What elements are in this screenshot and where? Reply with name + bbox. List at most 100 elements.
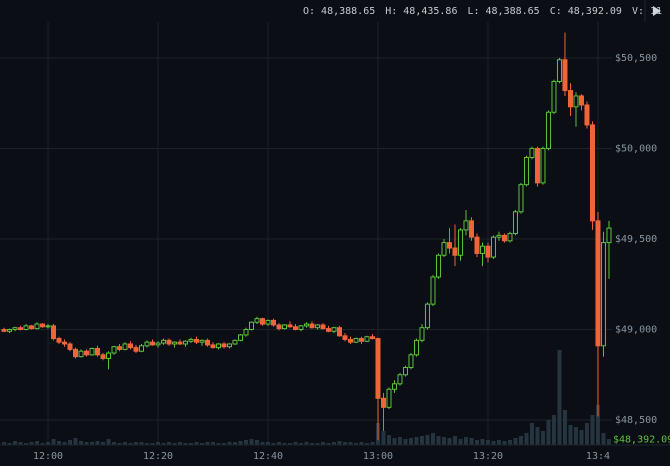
candle-body (29, 325, 35, 330)
header-label: L: (467, 6, 479, 17)
candle-body (457, 229, 463, 256)
volume-bar (134, 442, 139, 445)
candle-body (556, 59, 562, 82)
candle-body (95, 348, 101, 356)
volume-bar (430, 433, 435, 445)
volume-bar (403, 439, 408, 445)
candle-body (545, 111, 551, 149)
candle-body (298, 325, 304, 330)
volume-bar (337, 441, 342, 445)
candle-body (56, 338, 62, 343)
candle-body (353, 338, 359, 343)
candle-body (40, 323, 46, 328)
candle-body (122, 343, 128, 350)
candle-body (600, 242, 606, 347)
candle-body (194, 338, 200, 343)
volume-bar (320, 442, 325, 445)
volume-bar (145, 443, 150, 445)
volume-bar (7, 443, 12, 445)
candle-body (452, 247, 458, 256)
candle-body (205, 339, 211, 346)
candle-body (342, 335, 348, 340)
x-tick-label: 12:40 (253, 451, 283, 462)
candle-body (479, 245, 485, 254)
candle-body (534, 147, 540, 184)
volume-bar (513, 438, 518, 445)
candle-body (529, 147, 535, 159)
candle-body (144, 341, 150, 347)
candle-body (463, 220, 469, 231)
volume-bar (172, 443, 177, 445)
candle-body (139, 345, 145, 352)
header-label: H: (385, 6, 397, 17)
volume-bar (211, 442, 216, 445)
candle-body (595, 220, 601, 347)
volume-bar (298, 443, 303, 445)
candle-body (111, 346, 117, 354)
candle-body (150, 341, 156, 346)
candle-body (117, 346, 123, 350)
candle-body (292, 326, 298, 330)
volume-bar (359, 442, 364, 445)
volume-bar (447, 438, 452, 445)
x-tick-label: 13:00 (363, 451, 393, 462)
volume-bar (397, 437, 402, 445)
candle-body (435, 254, 441, 278)
candle-body (227, 343, 232, 348)
candle-body (424, 303, 430, 329)
candle-body (397, 374, 403, 385)
volume-bar (331, 442, 336, 445)
volume-bar (535, 427, 540, 445)
volume-bar (518, 436, 523, 445)
volume-bar (595, 405, 600, 445)
volume-bar (62, 442, 67, 445)
volume-bar (524, 433, 529, 445)
volume-bar (441, 437, 446, 445)
x-tick-label: 13:4 (586, 451, 610, 462)
volume-bar (200, 443, 205, 445)
candle-body (265, 319, 271, 325)
volume-bar (156, 442, 161, 445)
volume-bar (128, 443, 133, 445)
volume-bar (101, 442, 106, 445)
volume-bar (584, 423, 589, 445)
volume-bar (90, 442, 95, 445)
candle-body (606, 227, 612, 244)
volume-bar (551, 415, 556, 445)
volume (2, 350, 611, 445)
volume-bar (326, 443, 331, 445)
x-tick-label: 13:20 (473, 451, 503, 462)
candle-body (100, 354, 106, 359)
volume-bar (557, 350, 562, 445)
volume-bar (282, 443, 287, 445)
candle-body (584, 104, 590, 126)
candle-body (161, 339, 167, 344)
volume-bar (342, 442, 347, 445)
candle-body (155, 342, 161, 346)
candle-body (369, 336, 375, 340)
candle-body (166, 339, 172, 345)
volume-bar (485, 440, 490, 445)
grid (0, 0, 612, 445)
candle-body (496, 234, 502, 238)
candle-body (281, 324, 287, 330)
volume-bar (601, 433, 606, 445)
volume-bar (112, 442, 117, 445)
candle-body (259, 318, 265, 325)
volume-bar (13, 441, 18, 445)
volume-bar (35, 441, 40, 445)
candles (1, 32, 612, 440)
candle-body (177, 341, 183, 345)
candle-body (188, 338, 194, 342)
volume-bar (304, 442, 309, 445)
header-label: V: (632, 6, 644, 17)
volume-bar (474, 440, 479, 445)
volume-bar (216, 443, 221, 445)
candle-body (567, 90, 573, 108)
volume-bar (46, 442, 51, 445)
volume-bar (496, 440, 501, 445)
play-button[interactable] (653, 6, 661, 16)
header-value: 48,392.09 (568, 6, 622, 17)
header-value: 48,388.65 (486, 6, 540, 17)
volume-bar (79, 441, 84, 445)
